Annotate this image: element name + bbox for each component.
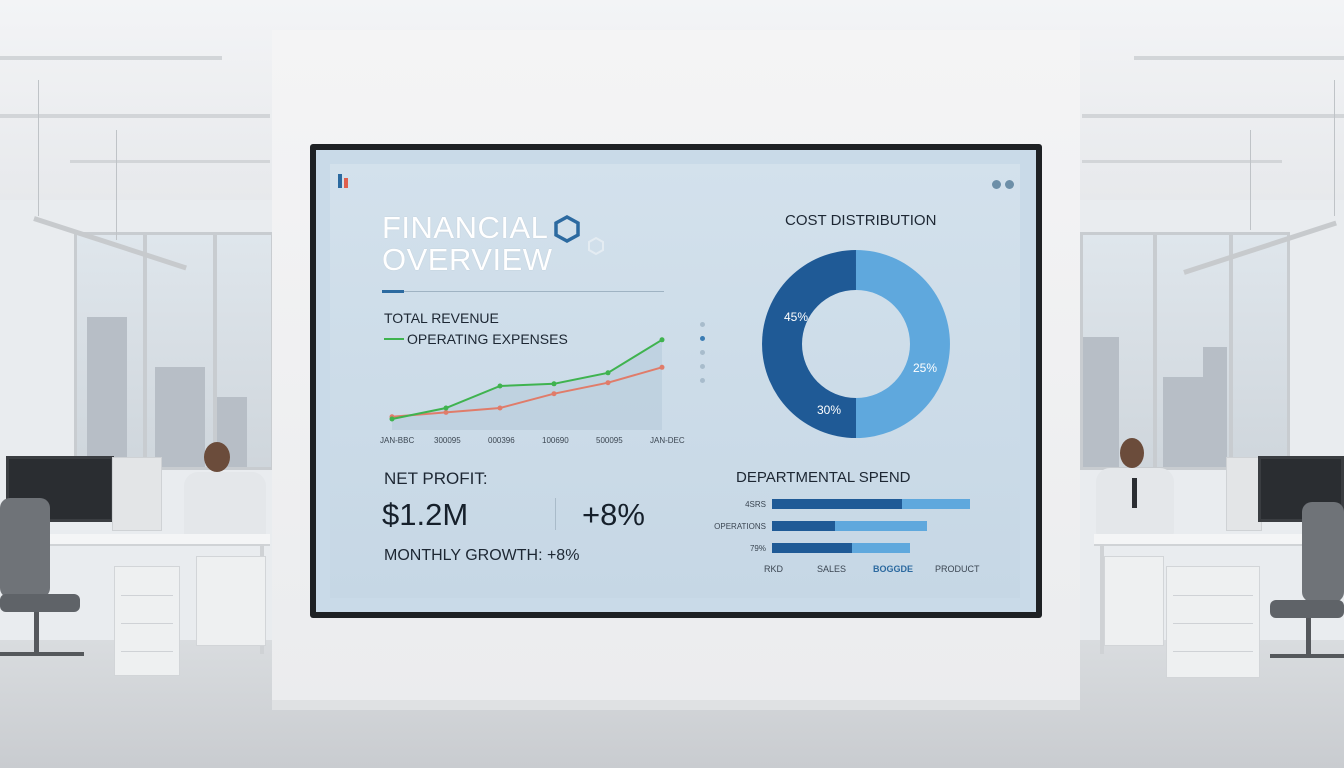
carousel-indicator[interactable] [700, 322, 708, 392]
data-point [605, 370, 611, 376]
divider [382, 291, 664, 292]
page-dot-active[interactable] [700, 336, 705, 341]
legend-label: OPERATING EXPENSES [407, 331, 568, 347]
bar-segment [852, 543, 910, 553]
net-profit-value: $1.2M [382, 497, 469, 532]
slice-label: 25% [913, 361, 937, 375]
bar-segment [772, 543, 852, 553]
ceiling-light [1134, 56, 1344, 60]
bar-axis-label: BOGGDE [873, 564, 914, 574]
drawer-cabinet [1104, 556, 1164, 646]
cost-distribution-title: COST DISTRIBUTION [785, 212, 937, 229]
revenue-expense-line-chart [389, 337, 665, 430]
bar-segment [772, 521, 835, 531]
bar-segment [902, 499, 970, 509]
office-worker-left [204, 442, 230, 472]
revenue-area [392, 339, 662, 430]
data-point [443, 409, 449, 415]
dashboard-title: FINANCIAL OVERVIEW [382, 212, 562, 276]
bar-axis-label: RKD [764, 564, 784, 574]
x-tick-label: 000396 [488, 436, 515, 445]
page-dot[interactable] [700, 322, 705, 327]
data-point [497, 383, 503, 389]
data-point [443, 405, 449, 411]
hexagon-icon [554, 215, 580, 243]
donut-slice [856, 250, 950, 438]
legend-total-revenue: TOTAL REVENUE [384, 310, 499, 326]
data-point [659, 364, 665, 370]
office-window-left [74, 232, 274, 470]
ceiling-light [1082, 114, 1344, 118]
drawer-cabinet [114, 566, 180, 676]
office-desk [20, 534, 270, 546]
net-profit-growth: +8% [582, 497, 645, 532]
data-point [389, 416, 395, 422]
title-line-2: OVERVIEW [382, 242, 553, 277]
drawer-cabinet [1166, 566, 1260, 678]
ceiling-light [70, 160, 270, 163]
cost-distribution-donut: 45% 25% 30% [762, 250, 950, 438]
x-tick-label: JAN-BBC [380, 436, 415, 445]
bar-axis-label: SALES [817, 564, 847, 574]
title-line-1: FINANCIAL [382, 210, 549, 245]
bar-category-label: 79% [749, 544, 766, 553]
data-point [659, 337, 665, 343]
slice-label: 30% [817, 403, 841, 417]
ceiling-light [0, 114, 270, 118]
slice-label: 45% [784, 310, 808, 324]
net-profit-label: NET PROFIT: [384, 469, 488, 488]
legend-swatch [384, 338, 404, 341]
x-tick-label: 500095 [596, 436, 623, 445]
donut-slice [762, 250, 856, 438]
data-point [605, 380, 611, 386]
data-point [551, 391, 557, 397]
bar-axis-label: PRODUCT [935, 564, 980, 574]
page-dot[interactable] [700, 350, 705, 355]
monthly-growth-label: MONTHLY GROWTH: +8% [384, 547, 580, 564]
series-line [391, 366, 663, 418]
page-dot[interactable] [700, 364, 705, 369]
desk-monitor [112, 457, 162, 531]
window-dot-icon[interactable] [992, 180, 1001, 189]
series-line [391, 338, 663, 420]
desk-monitor [1226, 457, 1262, 531]
office-worker-right [1120, 438, 1144, 468]
bar-segment [834, 521, 927, 531]
data-point [551, 381, 557, 387]
x-tick-label: JAN-DEC [650, 436, 685, 445]
office-desk [1094, 534, 1344, 546]
bar-category-label: 4SRS [745, 500, 766, 509]
drawer-cabinet [196, 556, 266, 646]
office-chair [0, 498, 50, 598]
ceiling-light [0, 56, 222, 60]
window-controls[interactable] [988, 176, 1014, 194]
office-window-right [1080, 232, 1290, 470]
hexagon-icon [588, 236, 604, 256]
bar-segment [772, 499, 902, 509]
x-tick-label: 100690 [542, 436, 569, 445]
data-point [497, 405, 503, 411]
divider [555, 498, 556, 530]
bar-category-label: OPERATIONS [714, 522, 766, 531]
office-chair [1302, 502, 1344, 602]
page-dot[interactable] [700, 378, 705, 383]
window-dot-icon[interactable] [1005, 180, 1014, 189]
legend-operating-expenses: OPERATING EXPENSES [384, 331, 568, 347]
departmental-spend-title: DEPARTMENTAL SPEND [736, 469, 911, 486]
x-tick-label: 300095 [434, 436, 461, 445]
ceiling-light [1082, 160, 1282, 163]
bar-chart-icon [338, 174, 354, 188]
